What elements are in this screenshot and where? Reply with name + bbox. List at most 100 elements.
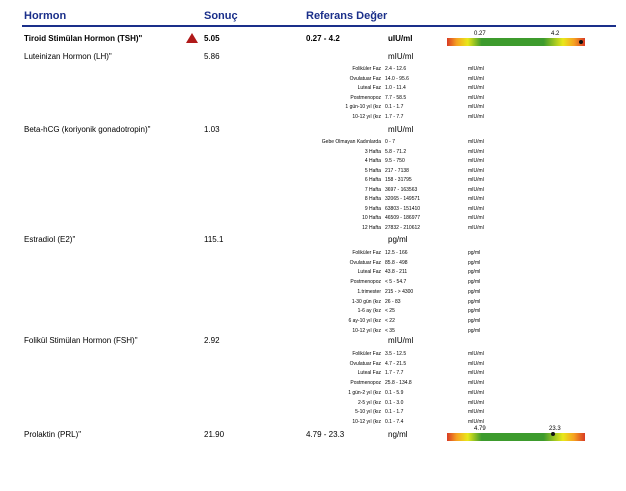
value-marker-prl [551, 432, 555, 436]
ref-row-label: 12 Hafta [362, 224, 381, 231]
ref-row-unit: pg/ml [468, 259, 481, 266]
ref-row-range: 3.5 - 12.5 [385, 351, 407, 357]
ref-row-unit: mIU/ml [468, 418, 484, 425]
ref-row-range: 32065 - 149571 [385, 196, 421, 202]
ref-row-range: 14.0 - 95.6 [385, 75, 409, 82]
ref-row-unit: mIU/ml [468, 66, 484, 72]
ref-row-range: < 22 [385, 317, 395, 324]
test-value-hcg: 1.03 [204, 125, 220, 134]
ref-row-range: 0.1 - 3.0 [385, 399, 404, 406]
ref-row-label: 6 Hafta [364, 177, 381, 183]
test-unit-hcg: mIU/ml [388, 125, 414, 134]
ref-row-unit: mIU/ml [468, 409, 484, 416]
ref-row-label: Gebe Olmayan Kadınlarda [321, 139, 381, 145]
ref-row-unit: mIU/ml [468, 196, 484, 202]
test-unit-e2: pg/ml [388, 235, 408, 244]
ref-row-label: 9 Hafta [364, 205, 381, 212]
ref-row-unit: pg/ml [468, 308, 481, 315]
test-name-tsh: Tiroid Stimülan Hormon (TSH)" [24, 34, 143, 43]
ref-row-unit: mIU/ml [468, 380, 484, 387]
ref-row-unit: mIU/ml [468, 167, 484, 174]
ref-row-range: 27832 - 210612 [385, 224, 421, 231]
ref-row-unit: pg/ml [468, 269, 481, 276]
ref-row-label: 1-30 gün (kız [351, 298, 381, 305]
ref-row-range: 217 - 7138 [385, 167, 409, 174]
ref-row-label: Ovulatuar Faz [349, 259, 381, 266]
ref-row-label: 5-10 yıl (kız [355, 409, 381, 416]
ref-row-range: 9.5 - 750 [385, 158, 405, 164]
test-value-lh: 5.86 [204, 52, 220, 61]
test-unit-prl: ng/ml [388, 430, 408, 439]
ref-row-range: < 25 [385, 308, 395, 315]
ref-row-range: 158 - 31795 [385, 177, 412, 183]
test-reference-tsh: 0.27 - 4.2 [306, 34, 340, 43]
ref-row-range: 25.8 - 134.8 [385, 380, 412, 387]
ref-row-unit: mIU/ml [468, 94, 484, 101]
ref-row-label: 10-12 yıl (kız [352, 327, 381, 334]
test-value-tsh: 5.05 [204, 34, 220, 43]
ref-row-range: 7.7 - 58.5 [385, 94, 407, 101]
range-high-label-tsh: 4.2 [551, 31, 560, 37]
column-header-result: Sonuç [204, 10, 238, 22]
test-reference-prl: 4.79 - 23.3 [306, 430, 345, 439]
test-unit-lh: mIU/ml [388, 52, 414, 61]
test-name-lh: Luteinizan Hormon (LH)" [24, 52, 112, 61]
ref-row-range: 1.7 - 7.7 [385, 114, 404, 120]
ref-row-label: 1.trimester [357, 288, 381, 295]
ref-row-range: 0.1 - 1.7 [385, 409, 404, 416]
ref-row-range: 4.7 - 21.5 [385, 360, 407, 367]
ref-row-label: 10-12 yıl (kız [352, 418, 381, 425]
ref-row-label: Postmenopoz [350, 279, 381, 286]
ref-row-range: 0.1 - 7.4 [385, 418, 404, 425]
ref-row-range: 0.1 - 5.9 [385, 389, 404, 396]
ref-row-label: Postmenopoz [350, 94, 381, 101]
ref-row-unit: pg/ml [468, 288, 481, 295]
ref-row-label: 2-5 yıl (kız [357, 399, 381, 406]
ref-row-unit: mIU/ml [468, 360, 484, 367]
ref-row-range: 12.5 - 166 [385, 250, 408, 256]
ref-row-unit: mIU/ml [468, 104, 484, 111]
ref-row-range: 5.8 - 71.2 [385, 148, 407, 155]
range-bar-prl [447, 433, 585, 441]
ref-row-label: Foliküler Faz [352, 66, 381, 72]
ref-row-range: 43.8 - 211 [385, 269, 408, 276]
ref-row-unit: mIU/ml [468, 148, 484, 155]
range-high-label-prl: 23.3 [549, 426, 561, 432]
range-bar-tsh [447, 38, 585, 46]
test-unit-tsh: uIU/ml [388, 34, 413, 43]
ref-row-label: 3 Hafta [364, 148, 381, 155]
ref-row-label: Luteal Faz [357, 85, 381, 92]
ref-row-label: 8 Hafta [364, 196, 381, 202]
ref-row-range: < 35 [385, 327, 395, 334]
ref-row-range: 46509 - 186977 [385, 215, 421, 221]
ref-row-range: 85.8 - 498 [385, 259, 408, 266]
test-name-prl: Prolaktin (PRL)" [24, 430, 82, 439]
ref-row-label: Luteal Faz [357, 269, 381, 276]
high-alert-icon [186, 33, 198, 43]
ref-row-unit: mIU/ml [468, 114, 484, 120]
ref-row-unit: pg/ml [468, 327, 481, 334]
ref-row-range: 0 - 7 [385, 139, 396, 145]
ref-row-unit: mIU/ml [468, 399, 484, 406]
ref-row-unit: mIU/ml [468, 370, 484, 377]
range-low-label-prl: 4.79 [474, 426, 486, 432]
test-value-e2: 115.1 [204, 235, 224, 244]
ref-row-unit: mIU/ml [468, 75, 484, 82]
ref-row-range: 0.1 - 1.7 [385, 104, 404, 111]
ref-row-unit: mIU/ml [468, 177, 484, 183]
ref-row-label: 1 gün-10 yıl (kız [345, 104, 381, 111]
ref-row-range: 1.7 - 7.7 [385, 370, 404, 377]
ref-row-label: 7 Hafta [364, 186, 381, 193]
ref-row-label: Postmenopoz [350, 380, 381, 387]
ref-row-unit: pg/ml [468, 317, 481, 324]
ref-row-label: 10 Hafta [362, 215, 381, 221]
ref-row-range: 26 - 83 [385, 298, 401, 305]
ref-row-range: 1.0 - 11.4 [385, 85, 406, 92]
test-name-e2: Estradiol (E2)" [24, 235, 76, 244]
column-header-reference: Referans Değer [306, 10, 388, 22]
ref-row-unit: mIU/ml [468, 205, 484, 212]
test-name-fsh: Folikül Stimülan Hormon (FSH)" [24, 336, 138, 345]
ref-row-unit: mIU/ml [468, 389, 484, 396]
ref-row-label: 4 Hafta [364, 158, 381, 164]
ref-row-unit: pg/ml [468, 250, 481, 256]
